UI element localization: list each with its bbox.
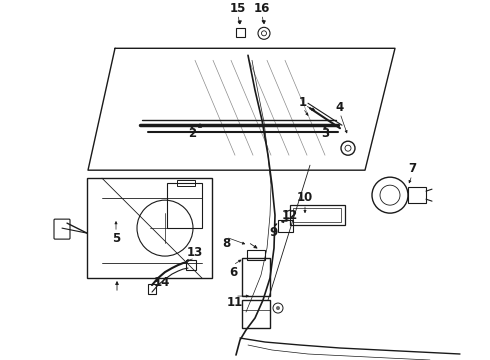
Bar [408,187,426,203]
Bar [278,220,293,232]
Text: 9: 9 [269,226,277,239]
Text: 14: 14 [154,275,170,289]
Text: 7: 7 [408,162,416,175]
Bar [247,250,265,260]
Bar [293,208,341,222]
Text: 2: 2 [188,127,196,140]
Text: 8: 8 [222,237,230,249]
Circle shape [276,306,280,310]
Text: 13: 13 [187,246,203,258]
Text: 5: 5 [112,231,120,244]
Bar [177,180,195,186]
Text: 1: 1 [299,96,307,109]
Bar [236,28,245,37]
Text: 12: 12 [282,209,298,222]
Text: 10: 10 [297,191,313,204]
Text: 11: 11 [227,296,243,309]
Bar [242,258,270,296]
Bar [87,178,212,278]
Bar [148,284,156,294]
Text: 6: 6 [229,266,237,279]
Text: 3: 3 [321,127,329,140]
Text: 16: 16 [254,2,270,15]
Bar [290,205,345,225]
Bar [167,183,202,228]
Text: 4: 4 [336,101,344,114]
Bar [242,300,270,328]
Text: 15: 15 [230,2,246,15]
Bar [186,260,196,270]
